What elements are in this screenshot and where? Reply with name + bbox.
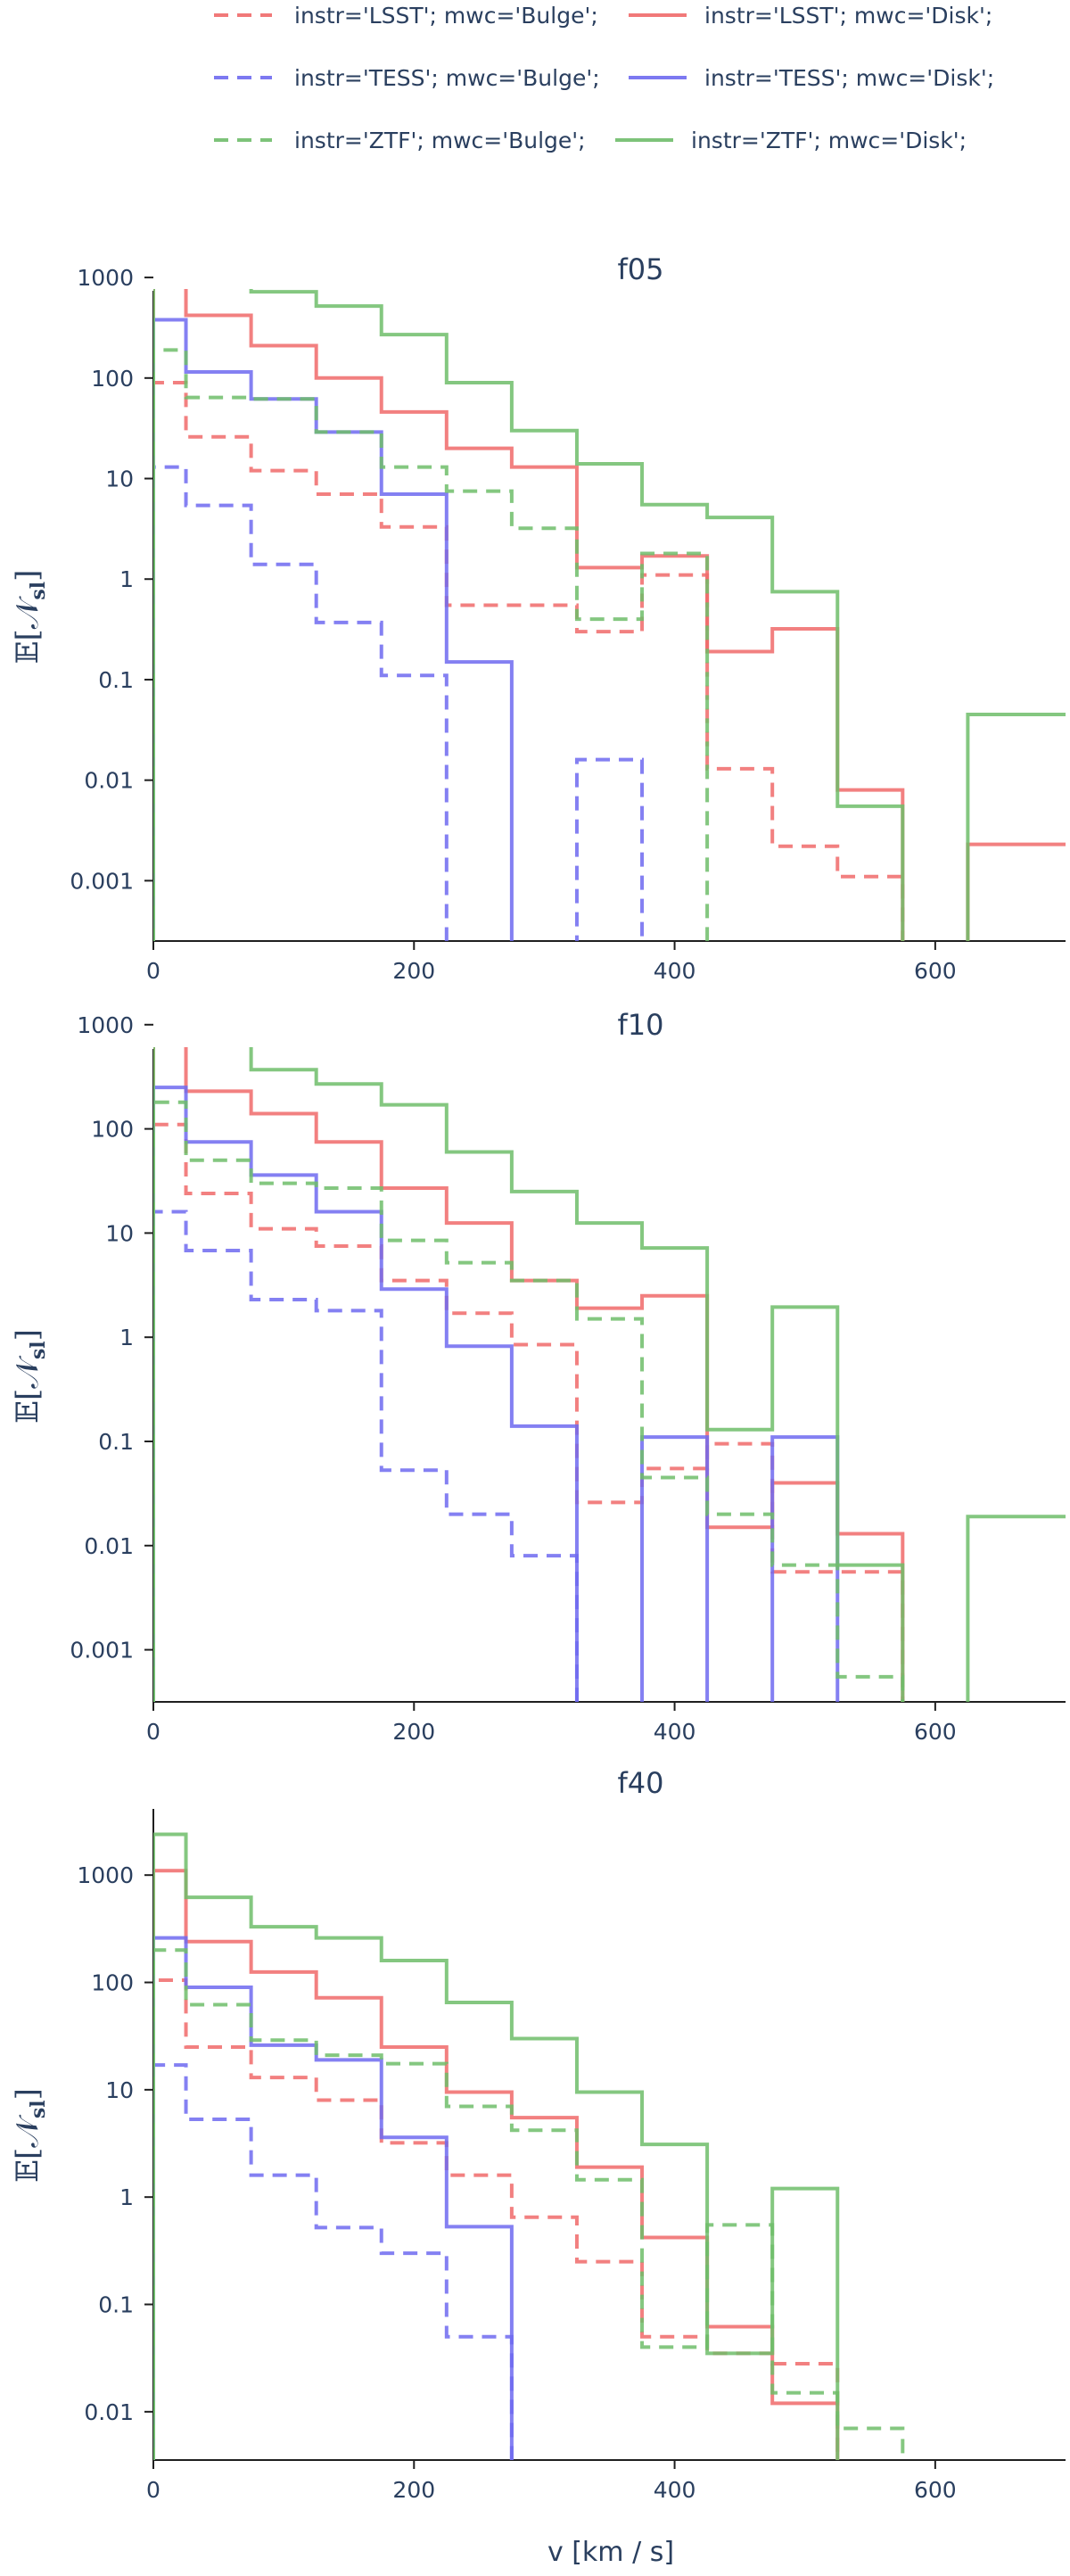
y-tick-label: 1000	[77, 1012, 134, 1038]
y-tick-label: 0.001	[70, 1638, 134, 1664]
y-tick-label: 0.001	[70, 868, 134, 894]
series-instr-tess-mwc-disk[interactable]	[153, 1086, 1066, 1704]
x-tick-label: 400	[654, 958, 696, 984]
y-tick-label: 100	[91, 1970, 134, 1996]
legend-label-ztf-bulge: instr='ZTF'; mwc='Bulge';	[294, 128, 586, 153]
plot-area	[153, 987, 1066, 1704]
x-tick-label: 200	[392, 2477, 435, 2503]
y-tick-label: 1000	[77, 1862, 134, 1888]
legend-label-tess-disk: instr='TESS'; mwc='Disk';	[704, 65, 994, 91]
legend-label-tess-bulge: instr='TESS'; mwc='Bulge';	[294, 65, 600, 91]
series-instr-tess-mwc-disk[interactable]	[153, 1936, 1066, 2462]
y-tick-label: 0.01	[84, 2399, 134, 2425]
x-tick-label: 0	[146, 2477, 160, 2503]
series-instr-ztf-mwc-disk[interactable]	[153, 223, 1066, 943]
y-tick-label: 1000	[77, 265, 134, 291]
y-tick-label: 10	[105, 1220, 134, 1246]
y-axis-title: 𝔼[𝒩sl]	[10, 570, 50, 665]
x-tick-label: 0	[146, 958, 160, 984]
x-tick-label: 0	[146, 1719, 160, 1745]
panel-title-f40: f40	[618, 1766, 664, 1800]
y-tick-label: 10	[105, 2077, 134, 2103]
series-instr-ztf-mwc-disk[interactable]	[153, 1832, 1066, 2462]
legend-item-tess-disk[interactable]: instr='TESS'; mwc='Disk';	[629, 65, 994, 91]
series-instr-lsst-mwc-disk[interactable]	[153, 257, 1066, 943]
series-instr-tess-mwc-disk[interactable]	[153, 318, 1066, 943]
y-tick-label: 100	[91, 1117, 134, 1143]
plot-area	[153, 223, 1066, 943]
y-tick-label: 1	[119, 1325, 134, 1350]
y-tick-label: 0.1	[98, 1429, 134, 1455]
series-instr-lsst-mwc-disk[interactable]	[153, 1020, 1066, 1704]
panel-title-f10: f10	[618, 1008, 664, 1042]
x-tick-label: 200	[392, 958, 435, 984]
y-tick-label: 10	[105, 466, 134, 492]
legend-label-lsst-disk: instr='LSST'; mwc='Disk';	[704, 3, 992, 29]
x-tick-label: 600	[914, 1719, 957, 1745]
series-instr-tess-mwc-bulge[interactable]	[153, 465, 1066, 943]
x-axis-title: v [km / s]	[547, 2537, 674, 2568]
plot-area	[153, 1832, 1066, 2462]
legend-item-lsst-bulge[interactable]: instr='LSST'; mwc='Bulge';	[214, 3, 598, 29]
x-tick-label: 400	[654, 2477, 696, 2503]
series-instr-lsst-mwc-disk[interactable]	[153, 1869, 1066, 2462]
legend-item-lsst-disk[interactable]: instr='LSST'; mwc='Disk';	[629, 3, 992, 29]
series-instr-tess-mwc-bulge[interactable]	[153, 2063, 1066, 2462]
series-instr-lsst-mwc-bulge[interactable]	[153, 1122, 1066, 1704]
legend-label-lsst-bulge: instr='LSST'; mwc='Bulge';	[294, 3, 598, 29]
series-instr-ztf-mwc-bulge[interactable]	[153, 348, 1066, 943]
series-instr-ztf-mwc-bulge[interactable]	[153, 1948, 1066, 2462]
x-tick-label: 400	[654, 1719, 696, 1745]
legend-label-ztf-disk: instr='ZTF'; mwc='Disk';	[691, 128, 967, 153]
y-tick-label: 100	[91, 366, 134, 392]
subplot-f05: f05 𝔼[𝒩sl] 0 200 400 600 1000 100 10 1 0.1 0.01 0.00…	[10, 223, 1066, 984]
legend-item-ztf-disk[interactable]: instr='ZTF'; mwc='Disk';	[615, 128, 967, 153]
legend[interactable]: instr='LSST'; mwc='Bulge'; instr='LSST';…	[214, 3, 994, 153]
y-tick-label: 0.1	[98, 2292, 134, 2318]
y-tick-label: 0.01	[84, 1533, 134, 1559]
y-axis-title: 𝔼[𝒩sl]	[10, 2088, 50, 2183]
subplot-f40: f40 𝔼[𝒩sl] 0 200 400 600 1000 100 10 1 0.1 0.01	[10, 1766, 1066, 2503]
legend-item-tess-bulge[interactable]: instr='TESS'; mwc='Bulge';	[214, 65, 600, 91]
y-axis-title: 𝔼[𝒩sl]	[10, 1329, 50, 1424]
series-instr-ztf-mwc-disk[interactable]	[153, 987, 1066, 1704]
series-instr-lsst-mwc-bulge[interactable]	[153, 1977, 1066, 2462]
subplot-f10: f10 𝔼[𝒩sl] 0 200 400 600 1000 100 10 1 0.1 0.01 0.00…	[10, 987, 1066, 1745]
y-tick-label: 1	[119, 566, 134, 592]
y-tick-label: 0.1	[98, 667, 134, 693]
y-tick-label: 1	[119, 2184, 134, 2210]
x-tick-label: 600	[914, 958, 957, 984]
series-instr-tess-mwc-bulge[interactable]	[153, 1210, 1066, 1704]
x-tick-label: 600	[914, 2477, 957, 2503]
panel-title-f05: f05	[618, 252, 664, 286]
y-tick-label: 0.01	[84, 768, 134, 794]
series-instr-lsst-mwc-bulge[interactable]	[153, 380, 1066, 943]
legend-item-ztf-bulge[interactable]: instr='ZTF'; mwc='Bulge';	[214, 128, 586, 153]
x-tick-label: 200	[392, 1719, 435, 1745]
series-instr-ztf-mwc-bulge[interactable]	[153, 1100, 1066, 1704]
